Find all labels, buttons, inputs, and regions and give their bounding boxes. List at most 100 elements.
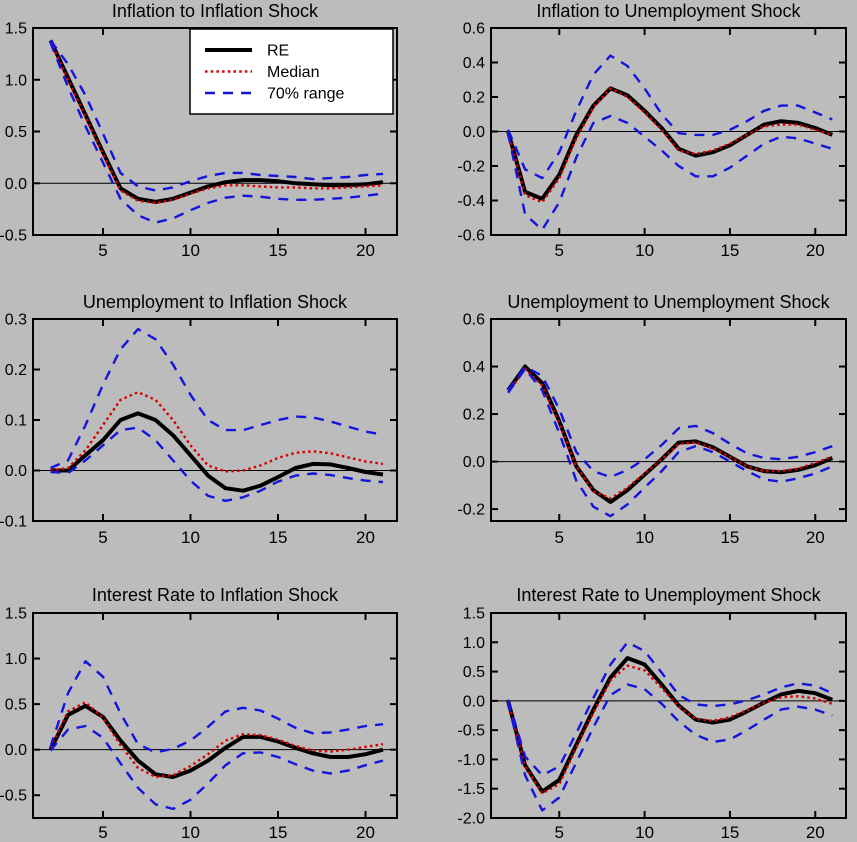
legend-label: RE <box>267 43 289 60</box>
x-tick-label: 20 <box>356 823 375 842</box>
plot-frame <box>32 612 398 819</box>
y-tick-label: -1.0 <box>457 752 485 769</box>
series-line-median <box>49 41 384 205</box>
y-tick-label: -0.2 <box>457 502 485 519</box>
series-line-range <box>506 683 833 812</box>
x-tick-label: 15 <box>720 528 739 547</box>
series-line-re <box>50 411 384 493</box>
y-tick-label: -0.5 <box>457 723 485 740</box>
y-tick-label: 0.0 <box>463 124 485 141</box>
y-tick-label: 1.5 <box>463 606 485 623</box>
chart-title: Unemployment to Inflation Shock <box>82 292 348 312</box>
y-tick-label: -0.1 <box>0 514 27 531</box>
x-tick-label: 20 <box>806 241 825 260</box>
x-tick-label: 15 <box>720 823 739 842</box>
y-tick-label: 1.0 <box>5 72 27 89</box>
y-tick-label: 1.5 <box>5 606 27 623</box>
subplot-interest-rate-to-inflation-shock: Interest Rate to Inflation Shock 1.5 1.0 0… <box>0 570 428 842</box>
x-tick-label: 10 <box>181 241 200 260</box>
y-tick-label: 0.3 <box>5 312 27 329</box>
y-tick-label: 0.4 <box>463 55 485 72</box>
y-tick-label: -1.5 <box>457 781 485 798</box>
chart-title: Interest Rate to Inflation Shock <box>91 585 339 605</box>
x-tick-label: 5 <box>555 528 564 547</box>
chart-title: Unemployment to Unemployment Shock <box>507 292 830 312</box>
plot-frame <box>490 318 847 522</box>
series-line-range <box>507 367 833 518</box>
y-tick-label: 0.2 <box>463 90 485 107</box>
y-tick-label: 0.2 <box>463 407 485 424</box>
y-tick-label: -2.0 <box>457 811 485 828</box>
x-tick-label: 5 <box>555 823 564 842</box>
series-line-range <box>506 641 833 777</box>
chart-plot-inflation-unemployment: 0.6 0.4 0.2 0.0 -0.2 -0.4 -0.6 5 10 15 20 <box>457 21 847 260</box>
chart-plot-unemployment-unemployment: 0.6 0.4 0.2 0.0 -0.2 5 10 15 20 <box>457 312 847 547</box>
x-tick-label: 15 <box>269 823 288 842</box>
y-tick-label: 0.2 <box>5 362 27 379</box>
y-tick-label: 0.0 <box>5 463 27 480</box>
x-tick-label: 5 <box>98 241 107 260</box>
x-tick-label: 15 <box>269 241 288 260</box>
chart-plot-inflation-inflation: 1.5 1.0 0.5 0.0 -0.5 5 10 15 20 RE Median 70% range <box>0 21 398 260</box>
x-tick-label: 15 <box>720 241 739 260</box>
x-tick-label: 10 <box>635 528 654 547</box>
chart-title: Inflation to Unemployment Shock <box>536 1 801 21</box>
series-line-range <box>507 365 833 479</box>
series-line-range <box>50 327 384 470</box>
plot-frame <box>490 612 847 819</box>
series-line-median <box>506 664 833 795</box>
series-line-median <box>50 390 384 473</box>
series-line-range <box>506 54 833 180</box>
subplot-unemployment-to-inflation-shock: Unemployment to Inflation Shock 0.3 0.2 0.… <box>0 285 428 547</box>
x-tick-label: 5 <box>98 528 107 547</box>
x-tick-label: 20 <box>806 528 825 547</box>
y-tick-label: 0.0 <box>5 176 27 193</box>
y-tick-label: 1.5 <box>5 21 27 38</box>
subplot-inflation-to-inflation-shock: Inflation to Inflation Shock 1.5 1.0 0.5 0.… <box>0 0 428 270</box>
chart-plot-unemployment-inflation: 0.3 0.2 0.1 0.0 -0.1 5 10 15 20 <box>0 312 398 547</box>
x-tick-label: 20 <box>806 823 825 842</box>
x-tick-label: 20 <box>356 241 375 260</box>
series-line-re <box>506 364 834 504</box>
y-tick-label: 0.0 <box>463 693 485 710</box>
x-tick-label: 10 <box>181 823 200 842</box>
legend-label: 70% range <box>267 86 344 103</box>
y-tick-label: 0.0 <box>463 454 485 471</box>
x-tick-label: 15 <box>269 528 288 547</box>
series-line-range <box>50 426 384 503</box>
y-tick-label: 0.5 <box>5 697 27 714</box>
subplot-inflation-to-unemployment-shock: Inflation to Unemployment Shock 0.6 0.4 0.… <box>429 0 857 270</box>
y-tick-label: -0.5 <box>0 228 27 245</box>
chart-plot-interest-unemployment: 1.5 1.0 0.5 0.0 -0.5 -1.0 -1.5 -2.0 5 10 15 20 <box>457 606 847 842</box>
y-tick-label: 0.4 <box>463 359 485 376</box>
y-tick-label: -0.4 <box>457 193 485 210</box>
series-line-median <box>49 701 384 779</box>
subplot-unemployment-to-unemployment-shock: Unemployment to Unemployment Shock 0.6 0.… <box>429 285 857 547</box>
chart-title: Inflation to Inflation Shock <box>111 1 319 21</box>
y-tick-label: 1.0 <box>463 635 485 652</box>
y-tick-label: 0.5 <box>463 664 485 681</box>
series-line-median <box>507 367 833 500</box>
series-line-range <box>49 42 384 224</box>
series-line-re <box>48 39 384 204</box>
series-line-re <box>506 656 834 794</box>
y-tick-label: 0.5 <box>5 124 27 141</box>
y-tick-label: -0.6 <box>457 228 485 245</box>
y-tick-label: -0.5 <box>0 788 27 805</box>
series-line-range <box>49 39 384 192</box>
series-line-range <box>506 114 833 232</box>
x-tick-label: 10 <box>181 528 200 547</box>
series-line-median <box>506 87 833 204</box>
series-line-range <box>49 724 384 811</box>
chart-title: Interest Rate to Unemployment Shock <box>516 585 821 605</box>
legend: RE Median 70% range <box>189 28 394 115</box>
series-line-range <box>49 660 384 754</box>
y-tick-label: 0.0 <box>5 742 27 759</box>
legend-label: Median <box>267 64 319 81</box>
y-tick-label: 0.6 <box>463 312 485 329</box>
chart-plot-interest-inflation: 1.5 1.0 0.5 0.0 -0.5 5 10 15 20 <box>0 606 398 842</box>
x-tick-label: 20 <box>356 528 375 547</box>
y-tick-label: -0.2 <box>457 159 485 176</box>
x-tick-label: 10 <box>635 241 654 260</box>
